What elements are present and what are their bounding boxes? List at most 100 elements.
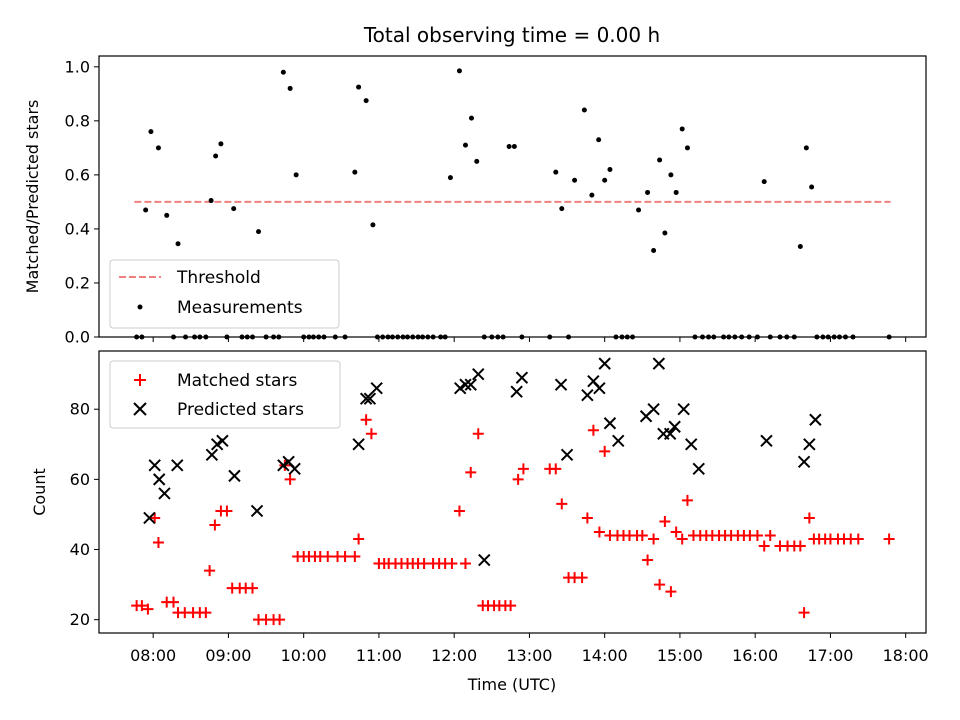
matched-legend-label: Matched stars [177,371,297,391]
predicted-star-marker [677,403,690,416]
measurement-point [148,129,154,135]
matched-star-marker [587,424,599,436]
matched-star-marker [149,512,161,524]
measurement-point [363,98,369,104]
predicted-star-marker [459,378,472,391]
count-legend: Matched stars Predicted stars [109,360,341,429]
matched-star-marker [360,414,372,426]
predicted-star-marker [359,392,373,405]
measurement-point [164,212,170,218]
count-xtick-label: 18:00 [883,646,929,665]
predicted-star-marker [158,487,171,500]
measurement-point [559,206,565,212]
measurement-point [468,115,474,121]
predicted-star-marker [581,388,594,402]
count-xtick-label: 15:00 [657,646,703,665]
predicted-star-marker [809,413,822,426]
matched-star-marker [593,526,605,538]
matched-star-marker [284,473,296,485]
measurement-point [506,144,512,150]
count-xtick-label: 17:00 [807,646,853,665]
matched-star-marker [681,494,693,506]
matched-star-marker [648,533,660,545]
measurement-point [607,166,613,172]
matched-star-marker [247,582,259,594]
matched-star-marker [798,607,810,619]
measurement-point [572,177,578,183]
matched-star-marker [322,551,334,563]
predicted-star-marker [152,473,166,486]
count-xtick-label: 16:00 [732,646,778,665]
matched-star-marker [642,554,654,566]
predicted-star-marker [510,385,523,398]
matched-star-marker [465,466,477,478]
count-xtick-label: 08:00 [130,646,176,665]
ratio-ytick-label: 0.4 [65,219,90,238]
measurement-point [280,69,286,75]
matched-star-marker [517,463,529,475]
measurement-point [602,177,608,183]
matched-star-marker [758,540,770,552]
measurement-point [668,172,674,178]
count-ytick-label: 20 [70,610,90,629]
predicted-star-marker [603,417,617,430]
predicted-star-marker [277,459,290,472]
matched-star-marker [883,533,895,545]
count-xtick-label: 11:00 [356,646,402,665]
measurement-point [175,241,181,247]
predicted-star-marker [652,357,666,370]
ratio-ytick-label: 0.6 [65,165,90,184]
matched-star-marker [453,505,465,517]
matched-star-marker [512,473,524,485]
measurement-point [447,175,453,181]
predicted-star-marker [803,438,816,451]
measurement-point [679,126,685,132]
predicted-star-marker [216,434,229,447]
count-xtick-label: 12:00 [431,646,477,665]
predicted-star-marker [453,381,467,395]
predicted-star-marker [598,357,611,370]
measurement-point [155,145,161,151]
matched-star-marker [852,533,864,545]
ratio-ytick-label: 0.0 [65,328,90,347]
measurement-point [662,230,668,236]
measurement-point [208,198,214,204]
measurement-point [456,68,462,74]
predicted-star-marker [560,448,574,462]
measurement-point [645,189,651,195]
predicted-star-marker [352,438,365,451]
matched-star-marker [353,533,365,545]
predicted-star-marker [797,455,811,469]
matched-star-marker [221,505,233,517]
predicted-star-marker [143,511,156,525]
matched-star-marker [581,512,593,524]
threshold-legend-label: Threshold [176,268,261,288]
predicted-star-marker [685,438,698,451]
matched-star-marker [365,428,377,440]
measurement-point [761,179,767,185]
measurement-point [673,189,679,195]
predicted-star-marker [363,392,377,405]
measurement-point [797,243,803,249]
matched-star-marker [576,572,588,584]
count-ytick-label: 40 [70,540,90,559]
matched-star-marker [204,565,216,577]
predicted-legend-swatch [133,402,147,416]
matched-star-marker [550,463,562,475]
count-xtick-label: 13:00 [506,646,552,665]
predicted-star-marker [478,553,491,567]
matched-star-marker [636,529,648,541]
matched-star-marker [803,512,815,524]
matched-star-marker [472,428,484,440]
measurement-point [256,229,262,235]
matched-star-marker [152,537,164,549]
predicted-legend-label: Predicted stars [177,400,304,420]
matched-star-marker [794,540,806,552]
matched-star-marker [670,526,682,538]
predicted-star-marker [464,378,477,391]
measurement-point [356,84,362,90]
measurement-point [462,142,468,148]
ratio-panel-frame [98,55,927,338]
measurement-point [684,145,690,151]
